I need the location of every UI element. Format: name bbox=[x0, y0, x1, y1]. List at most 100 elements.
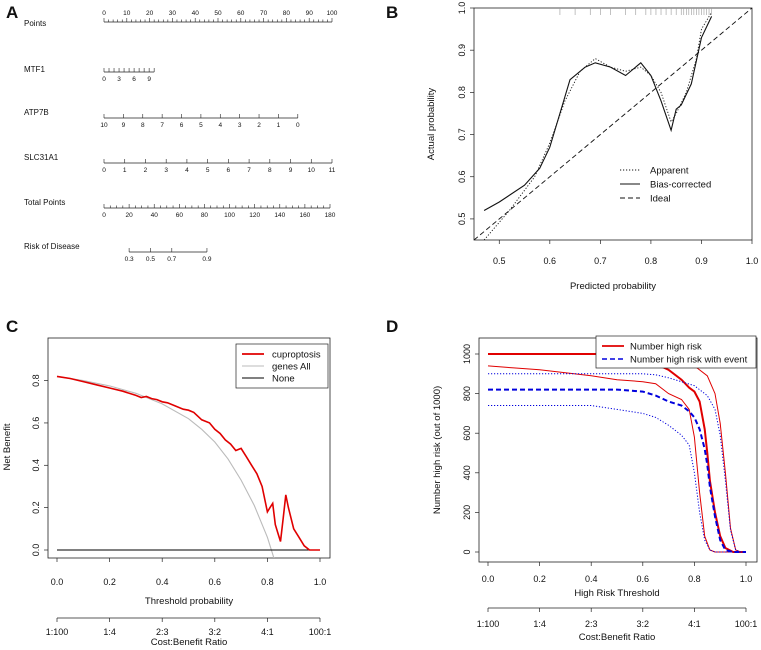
atp7b-tick-label: 2 bbox=[257, 122, 261, 129]
series-line-number-high-risk-lower-ci- bbox=[487, 365, 746, 553]
x-tick-label: 0.4 bbox=[585, 574, 598, 584]
legend-label: genes All bbox=[272, 362, 311, 373]
slc31a1-tick-label: 2 bbox=[144, 167, 148, 174]
total-points-tick-label: 0 bbox=[102, 212, 106, 219]
points-tick-label: 100 bbox=[327, 10, 338, 17]
x-tick-label: 0.7 bbox=[594, 256, 607, 266]
points-tick-label: 0 bbox=[102, 10, 106, 17]
mtf1-tick-label: 0 bbox=[102, 76, 106, 83]
total-points-tick-label: 60 bbox=[176, 212, 184, 219]
secondary-axis-title: Cost:Benefit Ratio bbox=[579, 632, 656, 643]
y-tick-label: 0.9 bbox=[457, 44, 467, 57]
total-points-tick-label: 20 bbox=[125, 212, 133, 219]
y-axis-title: Actual probability bbox=[426, 88, 437, 161]
series-line-number-high-risk-with-event bbox=[488, 388, 746, 553]
slc31a1-tick-label: 8 bbox=[268, 167, 272, 174]
y-tick-label: 0.2 bbox=[31, 501, 41, 514]
atp7b-tick-label: 1 bbox=[277, 122, 281, 129]
nomogram-panel: Points MTF1 ATP7B SLC31A1 Total Points Risk o… bbox=[24, 10, 338, 263]
y-axis-title: Net Benefit bbox=[2, 423, 13, 470]
total-points-tick-label: 160 bbox=[299, 212, 310, 219]
slc31a1-tick-label: 6 bbox=[227, 167, 231, 174]
calibration-plot-frame bbox=[473, 7, 753, 241]
secondary-tick-label: 1:100 bbox=[46, 627, 69, 637]
mtf1-tick-label: 3 bbox=[117, 76, 121, 83]
secondary-tick-label: 2:3 bbox=[156, 627, 169, 637]
atp7b-tick-label: 8 bbox=[141, 122, 145, 129]
risk-tick-label: 0.3 bbox=[125, 256, 134, 263]
y-tick-label: 0.8 bbox=[31, 374, 41, 387]
nomogram-row-label: MTF1 bbox=[24, 65, 45, 74]
slc31a1-tick-label: 5 bbox=[206, 167, 210, 174]
x-tick-label: 0.6 bbox=[209, 577, 222, 587]
slc31a1-tick-label: 10 bbox=[308, 167, 316, 174]
atp7b-tick-label: 10 bbox=[100, 122, 108, 129]
x-axis-title: High Risk Threshold bbox=[574, 588, 659, 599]
y-tick-label: 1.0 bbox=[457, 2, 467, 15]
total-points-tick-label: 140 bbox=[274, 212, 285, 219]
legend-label: Bias-corrected bbox=[650, 180, 711, 191]
nomogram-row-label: Points bbox=[24, 19, 46, 28]
y-tick-label: 0.5 bbox=[457, 213, 467, 226]
slc31a1-tick-label: 3 bbox=[164, 167, 168, 174]
atp7b-tick-label: 3 bbox=[238, 122, 242, 129]
risk-tick-label: 0.9 bbox=[202, 256, 211, 263]
secondary-axis-title: Cost:Benefit Ratio bbox=[151, 637, 228, 648]
x-tick-label: 0.5 bbox=[493, 256, 506, 266]
slc31a1-tick-label: 11 bbox=[329, 167, 336, 174]
total-points-tick-label: 40 bbox=[151, 212, 159, 219]
x-tick-label: 1.0 bbox=[740, 574, 753, 584]
x-tick-label: 0.0 bbox=[482, 574, 495, 584]
risk-tick-label: 0.5 bbox=[146, 256, 155, 263]
slc31a1-tick-label: 0 bbox=[102, 167, 106, 174]
atp7b-tick-label: 6 bbox=[180, 122, 184, 129]
clinical-impact-panel: 0.0 0.2 0.4 0.6 0.8 1.0 High Risk Threshold 0 20… bbox=[432, 335, 758, 643]
secondary-tick-label: 3:2 bbox=[209, 627, 222, 637]
x-tick-label: 0.6 bbox=[544, 256, 557, 266]
points-tick-label: 90 bbox=[306, 10, 314, 17]
points-tick-label: 10 bbox=[123, 10, 131, 17]
legend-label: Number high risk with event bbox=[630, 355, 748, 366]
points-tick-label: 20 bbox=[146, 10, 154, 17]
panel-letter-b: B bbox=[386, 3, 398, 22]
y-tick-label: 0 bbox=[462, 549, 472, 554]
x-tick-label: 0.4 bbox=[156, 577, 169, 587]
panel-letter-c: C bbox=[6, 317, 18, 336]
panel-letter-d: D bbox=[386, 317, 398, 336]
y-tick-label: 0.0 bbox=[31, 544, 41, 557]
mtf1-tick-label: 9 bbox=[147, 76, 151, 83]
legend-label: None bbox=[272, 374, 295, 385]
decision-plot-frame bbox=[47, 337, 331, 559]
y-tick-label: 0.8 bbox=[457, 86, 467, 99]
series-line-genes-all bbox=[56, 375, 275, 558]
y-tick-label: 200 bbox=[462, 505, 472, 520]
total-points-tick-label: 180 bbox=[325, 212, 336, 219]
legend-label: cuproptosis bbox=[272, 350, 321, 361]
x-tick-label: 0.6 bbox=[637, 574, 650, 584]
points-tick-label: 50 bbox=[214, 10, 222, 17]
impact-plot-frame bbox=[478, 337, 758, 563]
series-line-bias-corrected bbox=[483, 16, 713, 211]
risk-tick-label: 0.7 bbox=[167, 256, 176, 263]
series-line-number-high-risk-with-event-lower-ci- bbox=[488, 405, 746, 553]
secondary-tick-label: 4:1 bbox=[261, 627, 274, 637]
y-tick-label: 0.6 bbox=[457, 170, 467, 183]
secondary-tick-label: 1:4 bbox=[103, 627, 116, 637]
atp7b-tick-label: 0 bbox=[296, 122, 300, 129]
secondary-tick-label: 1:100 bbox=[477, 619, 500, 629]
x-tick-label: 1.0 bbox=[746, 256, 759, 266]
series-line-cuproptosis bbox=[56, 375, 320, 551]
nomogram-row-label: Total Points bbox=[24, 198, 65, 207]
series-line-number-high-risk bbox=[488, 353, 746, 553]
legend-label: Ideal bbox=[650, 194, 671, 205]
y-tick-label: 0.4 bbox=[31, 459, 41, 472]
x-tick-label: 0.2 bbox=[103, 577, 116, 587]
atp7b-tick-label: 9 bbox=[122, 122, 126, 129]
calibration-panel: 0.5 0.6 0.7 0.8 0.9 1.0 0.5 0.6 0.7 0.8 0.9 1.0 Pred… bbox=[426, 2, 758, 292]
total-points-tick-label: 120 bbox=[249, 212, 260, 219]
atp7b-tick-label: 5 bbox=[199, 122, 203, 129]
total-points-tick-label: 80 bbox=[201, 212, 209, 219]
y-tick-label: 400 bbox=[462, 465, 472, 480]
panel-letter-a: A bbox=[6, 3, 18, 22]
